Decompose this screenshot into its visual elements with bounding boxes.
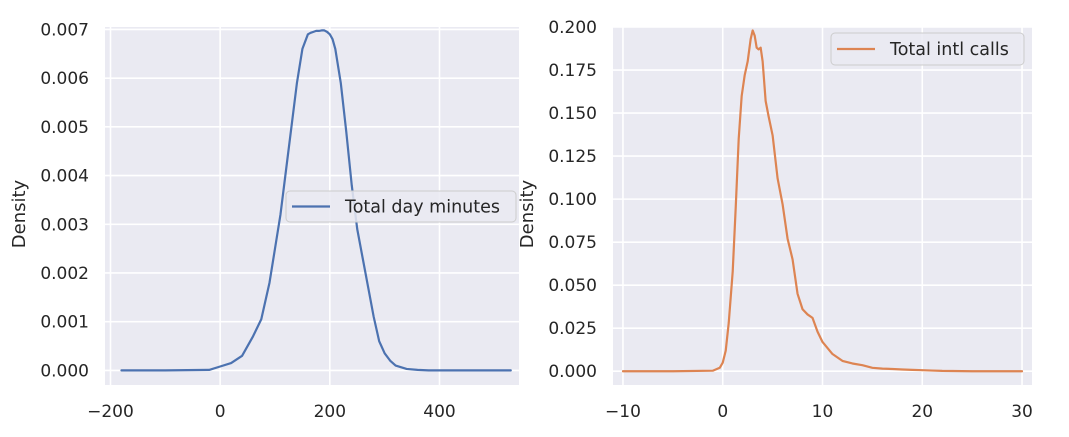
series-line-total-day-minutes <box>120 29 512 372</box>
x-tick-label: 400 <box>423 402 455 422</box>
x-tick-label: 200 <box>314 402 346 422</box>
y-tick-label: 0.000 <box>40 361 89 381</box>
legend-label: Total intl calls <box>889 40 1009 60</box>
x-tick-label: −200 <box>87 402 134 422</box>
legend-box <box>285 190 517 223</box>
y-tick-label: 0.000 <box>548 362 597 382</box>
y-tick-label: 0.075 <box>548 233 597 253</box>
legend: Total intl calls <box>830 32 1025 66</box>
x-tick-label: 10 <box>812 402 834 422</box>
x-tick-label: 20 <box>911 402 933 422</box>
y-tick-label: 0.001 <box>40 313 89 333</box>
legend-box <box>830 32 1025 66</box>
y-tick-label: 0.125 <box>548 147 597 167</box>
y-tick-label: 0.005 <box>40 118 89 138</box>
x-tick-label: 30 <box>1011 402 1033 422</box>
legend: Total day minutes <box>285 190 517 223</box>
y-tick-label: 0.200 <box>548 18 597 38</box>
y-tick-label: 0.150 <box>548 104 597 124</box>
x-tick-label: 0 <box>717 402 728 422</box>
y-tick-label: 0.004 <box>40 167 89 187</box>
x-tick-label: −10 <box>605 402 641 422</box>
y-tick-label: 0.100 <box>548 190 597 210</box>
y-axis-label: Density <box>9 179 30 248</box>
y-tick-label: 0.175 <box>548 61 597 81</box>
chart-total-intl-calls: 0.000 0.025 0.050 0.075 0.100 0.125 0.150 0.175… <box>517 18 1033 422</box>
y-tick-label: 0.003 <box>40 215 89 235</box>
y-tick-label: 0.050 <box>548 276 597 296</box>
y-axis-label: Density <box>517 179 538 248</box>
chart-total-day-minutes: 0.000 0.001 0.002 0.003 0.004 0.005 0.006 0.007… <box>9 20 519 422</box>
x-tick-label: 0 <box>215 402 226 422</box>
y-tick-label: 0.006 <box>40 69 89 89</box>
y-tick-label: 0.007 <box>40 20 89 40</box>
legend-label: Total day minutes <box>344 198 500 218</box>
y-tick-label: 0.025 <box>548 319 597 339</box>
y-tick-label: 0.002 <box>40 264 89 284</box>
series-line-total-intl-calls <box>621 29 1024 373</box>
